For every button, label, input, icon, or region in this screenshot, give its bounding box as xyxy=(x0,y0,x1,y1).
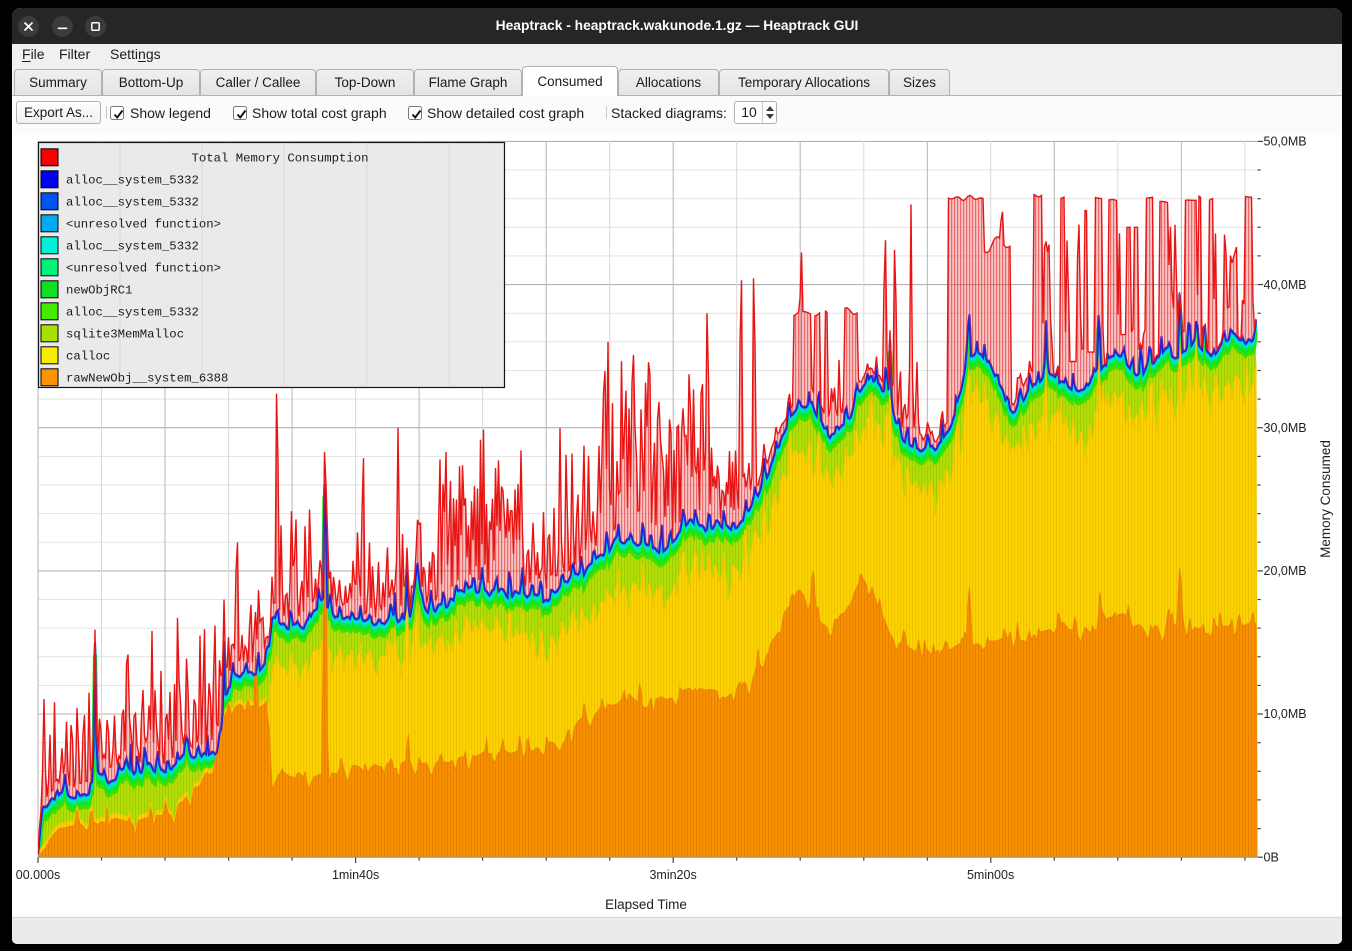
svg-text:alloc__system_5332: alloc__system_5332 xyxy=(66,196,199,210)
svg-text:alloc__system_5332: alloc__system_5332 xyxy=(66,174,199,188)
svg-text:10,0MB: 10,0MB xyxy=(1264,707,1307,721)
svg-text:30,0MB: 30,0MB xyxy=(1264,421,1307,435)
svg-text:1min40s: 1min40s xyxy=(332,868,379,882)
svg-text:5min00s: 5min00s xyxy=(967,868,1014,882)
svg-text:rawNewObj__system_6388: rawNewObj__system_6388 xyxy=(66,372,228,386)
svg-text:50,0MB: 50,0MB xyxy=(1264,135,1307,149)
svg-text:00.000s: 00.000s xyxy=(16,868,60,882)
svg-text:20,0MB: 20,0MB xyxy=(1264,564,1307,578)
svg-text:<unresolved function>: <unresolved function> xyxy=(66,218,221,232)
svg-text:Memory Consumed: Memory Consumed xyxy=(1318,440,1333,558)
svg-text:alloc__system_5332: alloc__system_5332 xyxy=(66,306,199,320)
svg-text:alloc__system_5332: alloc__system_5332 xyxy=(66,240,199,254)
svg-text:Total Memory Consumption: Total Memory Consumption xyxy=(191,152,368,166)
svg-text:40,0MB: 40,0MB xyxy=(1264,278,1307,292)
svg-text:0B: 0B xyxy=(1264,850,1279,864)
svg-text:newObjRC1: newObjRC1 xyxy=(66,284,132,298)
svg-text:3min20s: 3min20s xyxy=(649,868,696,882)
svg-text:<unresolved function>: <unresolved function> xyxy=(66,262,221,276)
svg-text:sqlite3MemMalloc: sqlite3MemMalloc xyxy=(66,328,184,342)
svg-text:Elapsed Time: Elapsed Time xyxy=(605,897,687,912)
svg-text:calloc: calloc xyxy=(66,350,110,364)
